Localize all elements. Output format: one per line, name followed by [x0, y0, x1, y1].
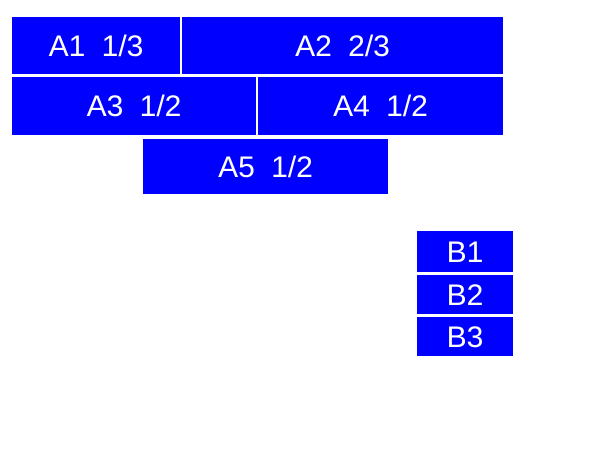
box-a4: A4 1/2: [258, 77, 503, 135]
box-b2-label: B2: [446, 278, 484, 312]
box-b2: B2: [417, 275, 513, 314]
box-a5-label: A5 1/2: [218, 150, 313, 184]
box-a5: A5 1/2: [143, 139, 388, 194]
box-a2-label: A2 2/3: [295, 29, 390, 63]
box-a1-label: A1 1/3: [48, 29, 144, 63]
box-b1-label: B1: [446, 235, 484, 269]
box-a4-label: A4 1/2: [333, 90, 428, 123]
box-a1: A1 1/3: [12, 17, 180, 74]
box-a3: A3 1/2: [12, 77, 256, 135]
box-b1: B1: [417, 231, 513, 272]
box-b3-label: B3: [446, 320, 484, 354]
box-b3: B3: [417, 317, 513, 356]
box-a2: A2 2/3: [182, 17, 503, 74]
box-a3-label: A3 1/2: [86, 90, 182, 123]
